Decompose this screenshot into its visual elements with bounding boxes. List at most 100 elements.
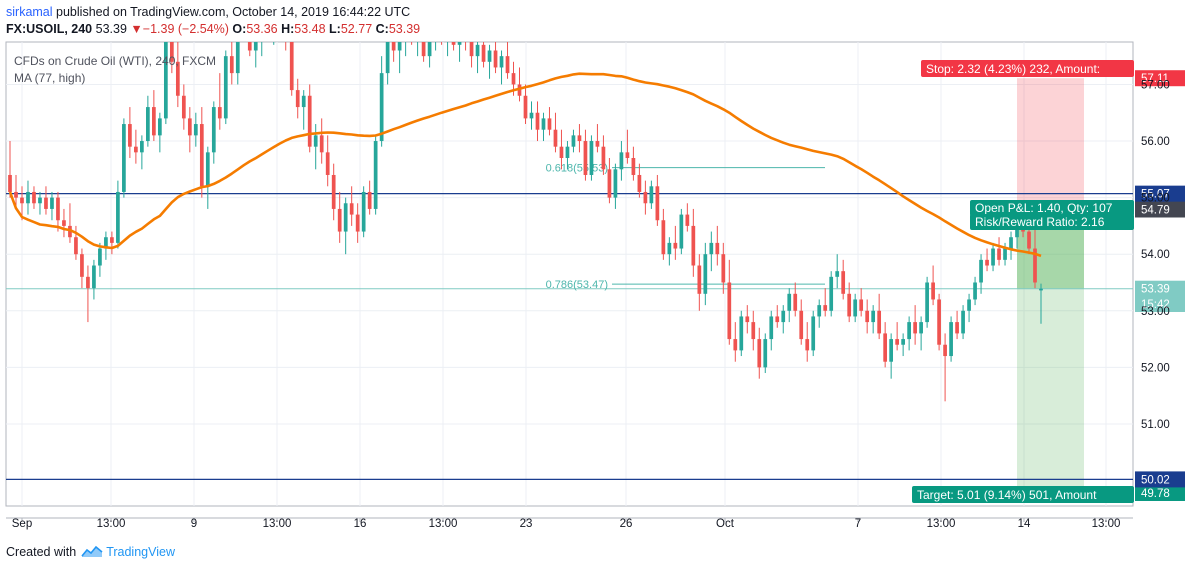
candle bbox=[739, 310, 744, 357]
risk-reward-box[interactable]: Risk/Reward Ratio: 2.16 bbox=[970, 214, 1134, 230]
candle bbox=[571, 129, 576, 153]
x-tick-label: 13:00 bbox=[927, 518, 956, 530]
candle bbox=[367, 180, 372, 215]
horizontal-lines[interactable] bbox=[6, 192, 1133, 481]
candle bbox=[355, 203, 360, 243]
candle bbox=[435, 42, 437, 51]
change-value: −1.39 (−2.54%) bbox=[142, 22, 229, 36]
position-tool[interactable] bbox=[1017, 78, 1084, 493]
x-tick-label: 26 bbox=[620, 518, 633, 530]
tradingview-brand[interactable]: TradingView bbox=[106, 545, 175, 559]
fib-level-label: 0.618(55.53) bbox=[546, 163, 608, 175]
candle bbox=[781, 305, 786, 334]
candle bbox=[441, 42, 443, 45]
candle bbox=[619, 141, 624, 181]
y-tick-label: 52.00 bbox=[1141, 362, 1170, 374]
author-link[interactable]: sirkamal bbox=[6, 5, 53, 19]
candle bbox=[199, 107, 204, 198]
candle bbox=[110, 231, 114, 255]
open-pl-box[interactable]: Open P&L: 1.40, Qty: 107 bbox=[970, 200, 1134, 216]
open-pl-box-text: Open P&L: 1.40, Qty: 107 bbox=[975, 201, 1113, 215]
candle bbox=[607, 158, 612, 204]
x-tick-label: 14 bbox=[1018, 518, 1031, 530]
candle bbox=[661, 208, 666, 260]
candle bbox=[931, 265, 935, 306]
candle bbox=[487, 44, 492, 79]
candle bbox=[913, 305, 917, 345]
candle bbox=[325, 135, 330, 187]
price-axis-label: 54.79 bbox=[1135, 201, 1185, 218]
published-text: published on TradingView.com, October 14… bbox=[56, 5, 411, 19]
candle bbox=[122, 118, 126, 198]
ma-line bbox=[8, 72, 1042, 258]
stop-zone[interactable] bbox=[1017, 78, 1084, 210]
price-axis-label-text: 54.79 bbox=[1141, 204, 1170, 216]
quote-line: FX:USOIL, 240 53.39 ▼−1.39 (−2.54%) O:53… bbox=[6, 21, 420, 38]
candle bbox=[337, 191, 342, 243]
candle bbox=[301, 90, 306, 130]
candle bbox=[385, 42, 390, 85]
hline-axis-label-text: 50.02 bbox=[1141, 474, 1170, 486]
candle bbox=[763, 333, 768, 374]
candle bbox=[673, 225, 678, 260]
target-zone[interactable] bbox=[1017, 209, 1084, 493]
x-tick-label: 9 bbox=[191, 518, 197, 530]
target-box[interactable]: Target: 5.01 (9.14%) 501, Amount bbox=[912, 486, 1134, 503]
candle bbox=[261, 42, 263, 57]
hline-axis-label-text: 55.07 bbox=[1141, 189, 1170, 201]
candle bbox=[8, 141, 12, 198]
y-tick-label: 57.00 bbox=[1141, 79, 1170, 91]
risk-reward-box-text: Risk/Reward Ratio: 2.16 bbox=[975, 215, 1105, 229]
x-tick-label: 13:00 bbox=[263, 518, 292, 530]
candle bbox=[535, 101, 540, 142]
candle bbox=[979, 254, 983, 294]
footer: Created with TradingView bbox=[6, 545, 175, 559]
candle bbox=[553, 112, 558, 153]
candle bbox=[146, 95, 150, 147]
candle bbox=[865, 299, 870, 334]
low-value: 52.77 bbox=[340, 22, 373, 36]
legend-instrument: CFDs on Crude Oil (WTI), 240, FXCM bbox=[14, 54, 216, 68]
price-axis-label-text: 53.39 bbox=[1141, 284, 1170, 296]
candle bbox=[379, 56, 384, 147]
price-axis-label: 57.11 bbox=[1135, 70, 1185, 87]
candle bbox=[895, 322, 899, 351]
candle bbox=[871, 305, 876, 334]
candle bbox=[835, 254, 840, 289]
candle bbox=[973, 276, 977, 306]
y-tick-label: 55.00 bbox=[1141, 193, 1170, 205]
candle bbox=[447, 42, 449, 57]
candle bbox=[134, 129, 138, 164]
candle bbox=[961, 305, 965, 340]
candle bbox=[859, 288, 864, 317]
candle bbox=[175, 42, 180, 108]
fibonacci-levels[interactable]: 0.618(55.53) 0.786(53.47) bbox=[546, 163, 825, 292]
candle bbox=[649, 180, 654, 209]
candle bbox=[104, 231, 108, 260]
candle bbox=[595, 124, 600, 153]
candle bbox=[817, 299, 822, 328]
price-axis-label-text: 49.78 bbox=[1141, 488, 1170, 500]
candle bbox=[187, 107, 192, 153]
candle bbox=[361, 186, 366, 238]
candle bbox=[631, 146, 636, 181]
candle bbox=[397, 42, 402, 74]
candle bbox=[163, 42, 168, 125]
candle bbox=[285, 42, 287, 51]
stop-box-text: Stop: 2.32 (4.23%) 232, Amount: bbox=[926, 62, 1100, 76]
candle bbox=[86, 265, 90, 323]
candle bbox=[775, 305, 780, 328]
candle bbox=[1009, 231, 1013, 260]
candle bbox=[405, 42, 407, 57]
hline-axis-label: 50.02 bbox=[1135, 471, 1185, 488]
candle bbox=[709, 231, 714, 272]
candle bbox=[589, 135, 594, 181]
high-value: 53.48 bbox=[294, 22, 326, 36]
symbol-label[interactable]: FX:USOIL, 240 bbox=[6, 22, 93, 36]
candle bbox=[847, 282, 852, 323]
position-labels[interactable]: Stop: 2.32 (4.23%) 232, Amount: Open P&L:… bbox=[912, 60, 1185, 503]
last-price: 53.39 bbox=[95, 22, 127, 36]
candle bbox=[529, 101, 534, 130]
stop-box[interactable]: Stop: 2.32 (4.23%) 232, Amount: bbox=[921, 60, 1134, 77]
